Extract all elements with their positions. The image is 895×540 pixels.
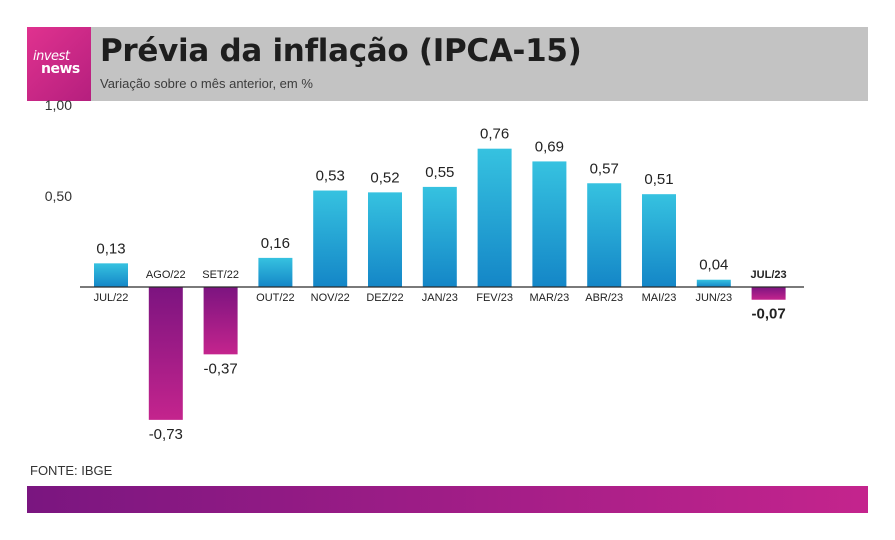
y-tick-label: 0,50 bbox=[45, 188, 72, 204]
bar bbox=[422, 186, 457, 287]
x-tick-label: NOV/22 bbox=[311, 292, 350, 304]
bar bbox=[258, 257, 293, 287]
data-label: 0,04 bbox=[699, 257, 728, 274]
data-label: 0,16 bbox=[261, 235, 290, 252]
x-tick-label: FEV/23 bbox=[476, 292, 513, 304]
x-tick-label: DEZ/22 bbox=[366, 292, 403, 304]
bar bbox=[642, 194, 676, 287]
chart-subtitle: Variação sobre o mês anterior, em % bbox=[100, 76, 313, 91]
brand-logo: invest news bbox=[27, 27, 91, 101]
data-label: 0,52 bbox=[370, 169, 399, 186]
data-label: 0,53 bbox=[316, 168, 345, 185]
x-tick-label: JUN/23 bbox=[695, 292, 732, 304]
x-tick-label: ABR/23 bbox=[585, 292, 623, 304]
data-label: -0,07 bbox=[751, 306, 785, 323]
bar-labels: JUL/22 0,13 AGO/22 -0,73 SET/22 -0,37 OUT/22 0,… bbox=[94, 126, 787, 443]
x-tick-label: MAR/23 bbox=[530, 292, 570, 304]
data-label: -0,37 bbox=[203, 360, 237, 377]
x-tick-label: OUT/22 bbox=[256, 292, 295, 304]
data-label: 0,76 bbox=[480, 126, 509, 143]
bar bbox=[751, 287, 786, 300]
chart-title: Prévia da inflação (IPCA-15) bbox=[100, 33, 582, 69]
source-note: FONTE: IBGE bbox=[30, 463, 113, 478]
bar bbox=[148, 287, 183, 420]
y-axis: 1,00 0,50 bbox=[45, 97, 72, 204]
x-tick-label: JUL/22 bbox=[94, 292, 129, 304]
bar bbox=[368, 192, 402, 287]
data-label: 0,55 bbox=[425, 164, 454, 181]
data-label: 0,51 bbox=[644, 171, 673, 188]
y-tick-label: 1,00 bbox=[45, 97, 72, 113]
x-tick-label: SET/22 bbox=[202, 269, 239, 281]
data-label: -0,73 bbox=[149, 426, 183, 443]
bar bbox=[477, 148, 512, 287]
footer-bar bbox=[27, 486, 868, 513]
bar bbox=[696, 279, 731, 287]
logo-text-news: news bbox=[41, 61, 80, 77]
x-tick-label: AGO/22 bbox=[146, 269, 186, 281]
bar bbox=[94, 263, 128, 287]
data-label: 0,69 bbox=[535, 138, 564, 155]
x-tick-label: JAN/23 bbox=[422, 292, 458, 304]
bar-series bbox=[94, 148, 786, 420]
bar bbox=[587, 183, 622, 287]
chart-header: invest news Prévia da inflação (IPCA-15)… bbox=[27, 27, 868, 101]
x-tick-label: MAI/23 bbox=[642, 292, 677, 304]
data-label: 0,13 bbox=[96, 240, 125, 257]
logo-text-invest: invest bbox=[33, 49, 70, 64]
bar bbox=[532, 161, 567, 287]
bar bbox=[203, 287, 238, 355]
bar bbox=[313, 190, 348, 287]
x-tick-label: JUL/23 bbox=[751, 269, 787, 281]
data-label: 0,57 bbox=[590, 160, 619, 177]
